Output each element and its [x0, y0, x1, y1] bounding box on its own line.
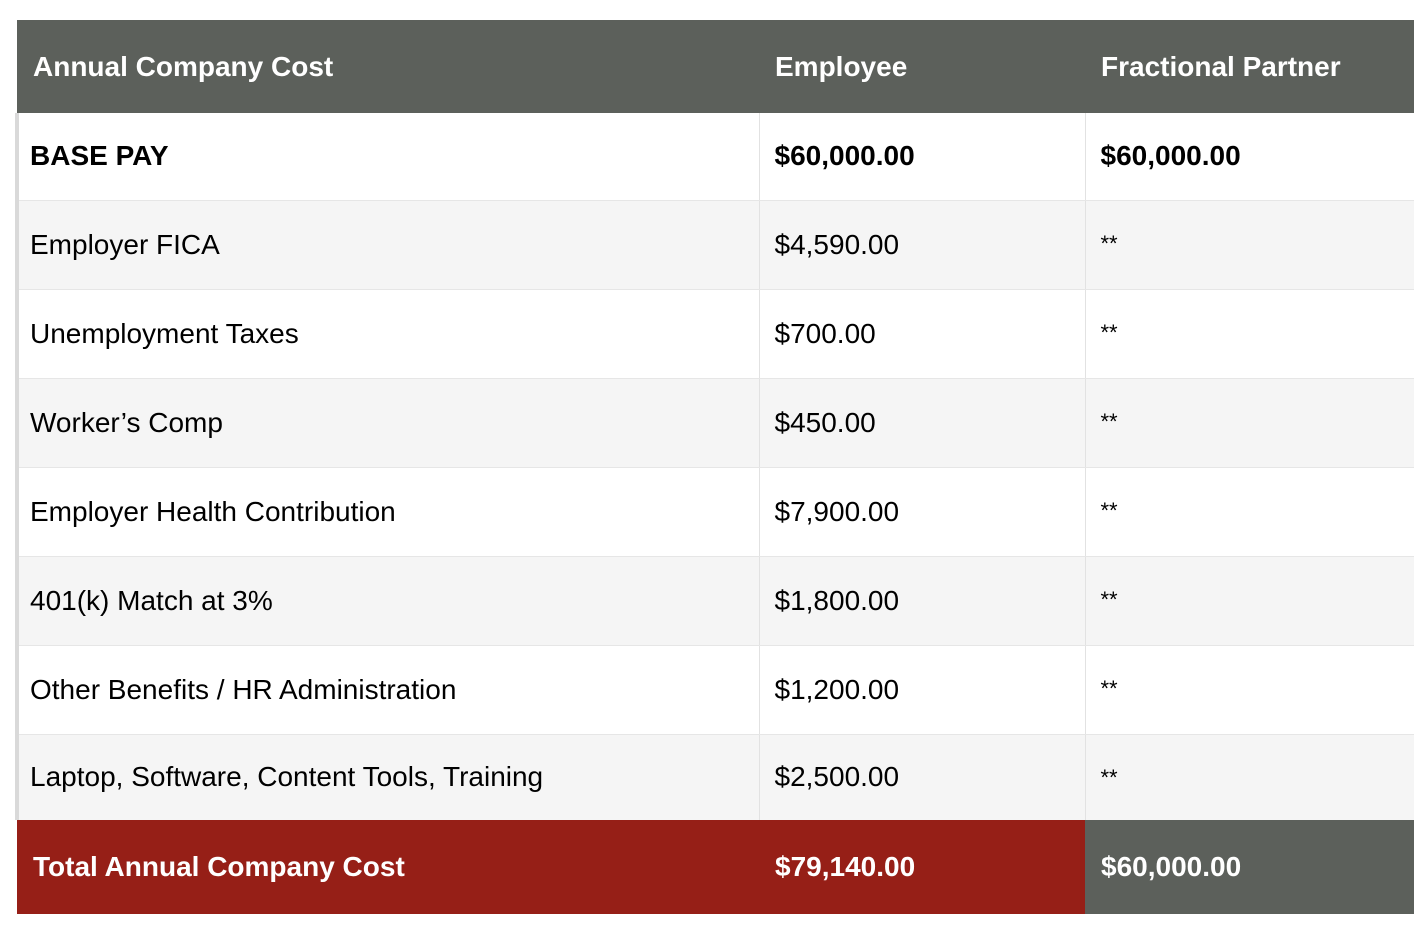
row-label: BASE PAY — [15, 113, 760, 201]
partner-value: ** — [1085, 200, 1414, 290]
partner-value: ** — [1085, 734, 1414, 820]
partner-value: ** — [1085, 289, 1414, 379]
header-row: Annual Company Cost Employee Fractional … — [17, 20, 1414, 113]
partner-value: ** — [1085, 645, 1414, 735]
partner-value: $60,000.00 — [1085, 113, 1414, 201]
employee-value: $2,500.00 — [759, 734, 1086, 820]
row-label: Unemployment Taxes — [15, 289, 760, 379]
table-row: 401(k) Match at 3% $1,800.00 ** — [15, 556, 1414, 646]
total-row: Total Annual Company Cost $79,140.00 $60… — [17, 820, 1414, 914]
header-employee: Employee — [759, 20, 1085, 113]
employee-value: $4,590.00 — [759, 200, 1086, 290]
cost-comparison-table: Annual Company Cost Employee Fractional … — [15, 20, 1414, 914]
total-partner-value: $60,000.00 — [1085, 820, 1414, 914]
partner-value: ** — [1085, 556, 1414, 646]
table-row: Employer Health Contribution $7,900.00 *… — [15, 467, 1414, 557]
table-row: Unemployment Taxes $700.00 ** — [15, 289, 1414, 379]
header-annual-company-cost: Annual Company Cost — [17, 20, 759, 113]
table-row: Employer FICA $4,590.00 ** — [15, 200, 1414, 290]
table-footer: Total Annual Company Cost $79,140.00 $60… — [17, 820, 1414, 914]
employee-value: $7,900.00 — [759, 467, 1086, 557]
employee-value: $60,000.00 — [759, 113, 1086, 201]
table-row: Other Benefits / HR Administration $1,20… — [15, 645, 1414, 735]
employee-value: $1,200.00 — [759, 645, 1086, 735]
row-label: Other Benefits / HR Administration — [15, 645, 760, 735]
header-fractional-partner: Fractional Partner — [1085, 20, 1414, 113]
cost-comparison-table-wrapper: Annual Company Cost Employee Fractional … — [15, 20, 1414, 914]
table-row: BASE PAY $60,000.00 $60,000.00 — [15, 113, 1414, 201]
row-label: Laptop, Software, Content Tools, Trainin… — [15, 734, 760, 820]
table-body: BASE PAY $60,000.00 $60,000.00 Employer … — [15, 113, 1414, 820]
row-label: Worker’s Comp — [15, 378, 760, 468]
partner-value: ** — [1085, 378, 1414, 468]
table-row: Worker’s Comp $450.00 ** — [15, 378, 1414, 468]
row-label: 401(k) Match at 3% — [15, 556, 760, 646]
total-employee-value: $79,140.00 — [759, 820, 1085, 914]
partner-value: ** — [1085, 467, 1414, 557]
employee-value: $450.00 — [759, 378, 1086, 468]
total-label: Total Annual Company Cost — [17, 820, 759, 914]
employee-value: $1,800.00 — [759, 556, 1086, 646]
row-label: Employer Health Contribution — [15, 467, 760, 557]
table-row: Laptop, Software, Content Tools, Trainin… — [15, 734, 1414, 820]
row-label: Employer FICA — [15, 200, 760, 290]
table-header: Annual Company Cost Employee Fractional … — [17, 20, 1414, 113]
employee-value: $700.00 — [759, 289, 1086, 379]
